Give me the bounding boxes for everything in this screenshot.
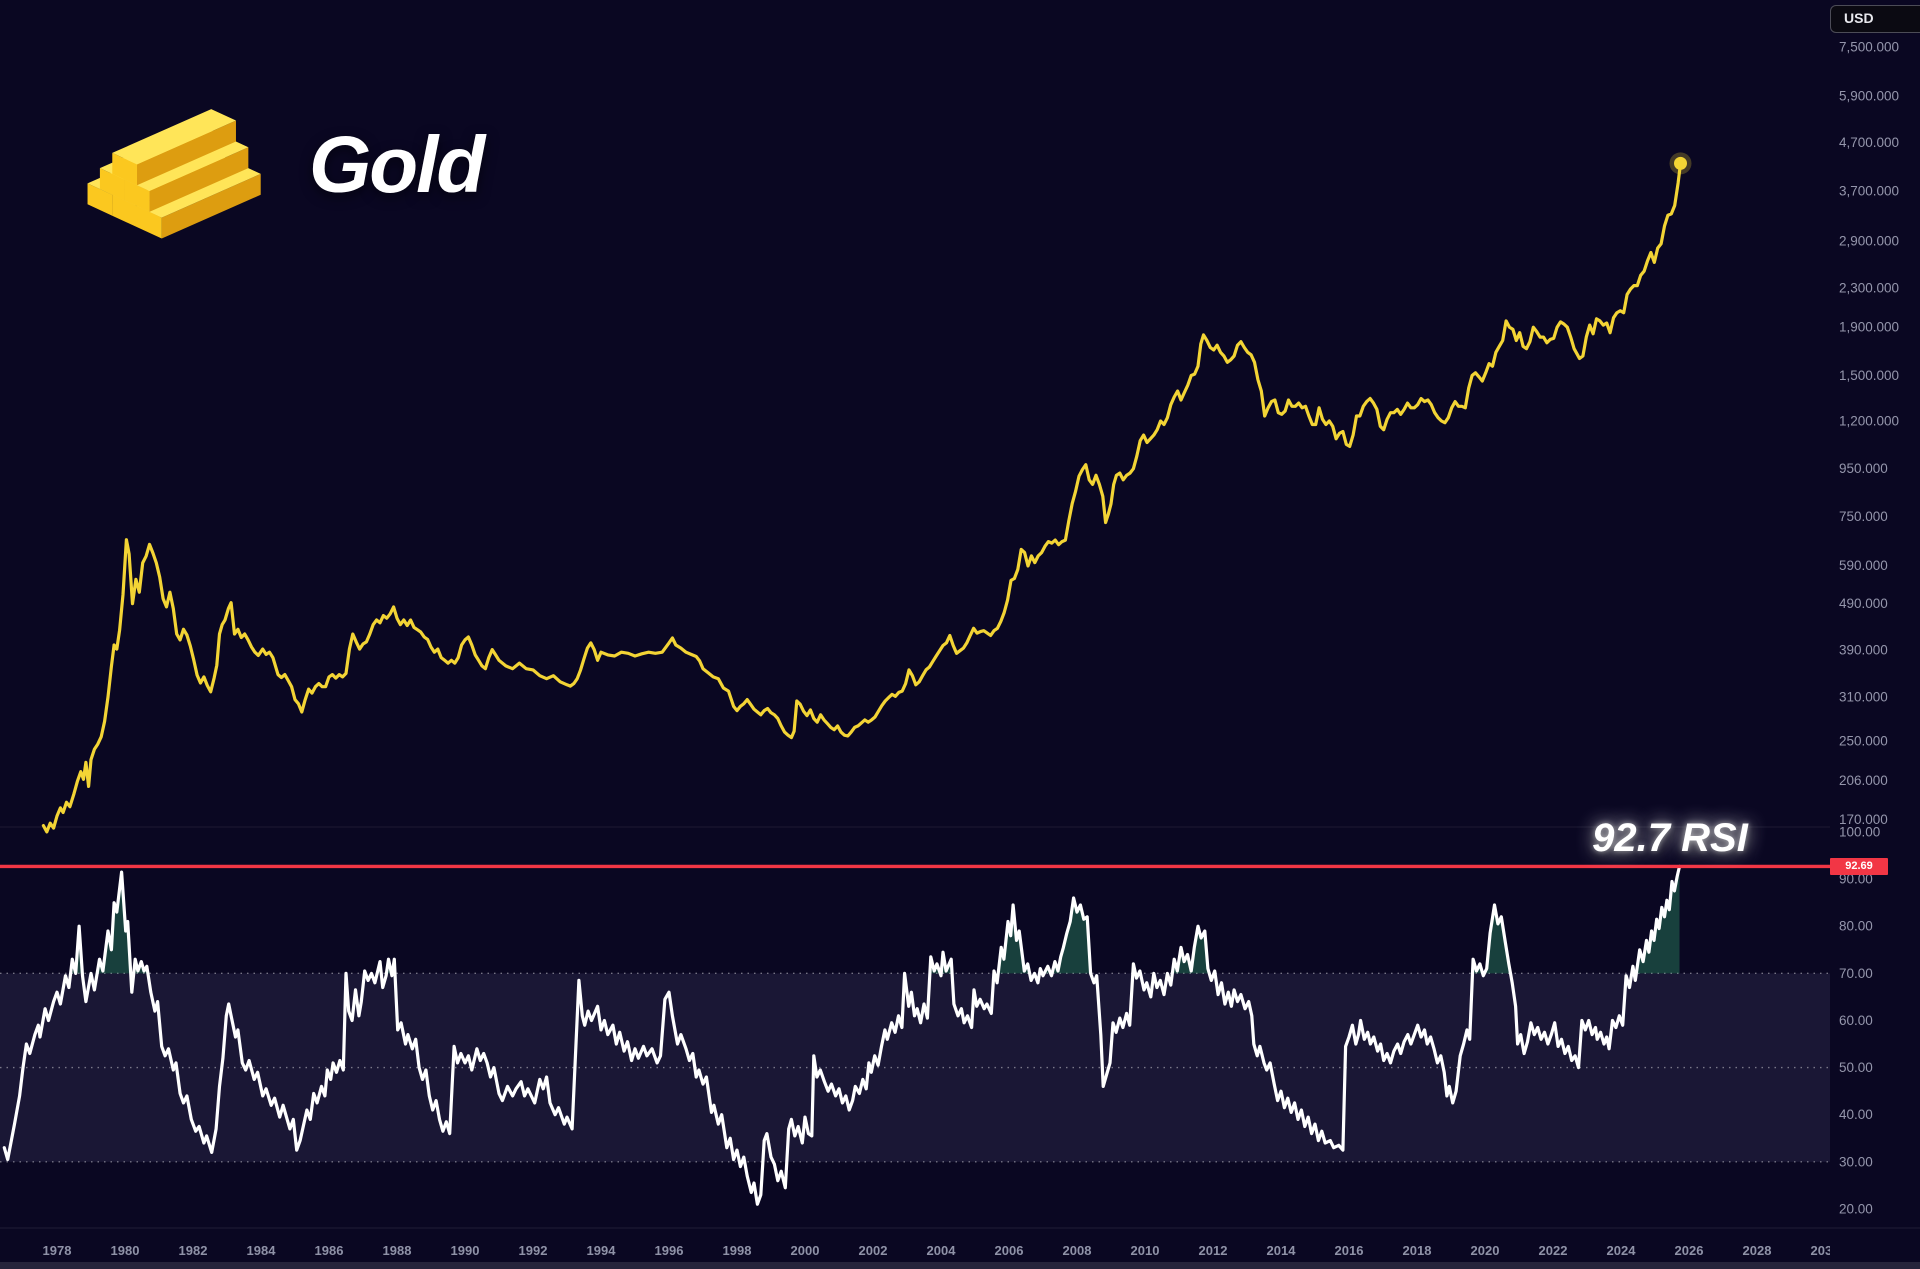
svg-text:1994: 1994 <box>587 1243 617 1258</box>
svg-text:170.000: 170.000 <box>1839 812 1888 827</box>
svg-text:1986: 1986 <box>315 1243 344 1258</box>
svg-text:1,200.000: 1,200.000 <box>1839 413 1899 428</box>
svg-text:90.00: 90.00 <box>1839 872 1873 887</box>
svg-text:1,500.000: 1,500.000 <box>1839 368 1899 383</box>
pane-dividers <box>0 826 1920 1269</box>
svg-text:1984: 1984 <box>247 1243 277 1258</box>
svg-text:2018: 2018 <box>1403 1243 1432 1258</box>
right-price-axis[interactable]: 7,500.000 5,900.000 4,700.000 3,700.000 2,90… <box>1839 40 1899 1217</box>
svg-text:5,900.000: 5,900.000 <box>1839 88 1899 103</box>
svg-text:30.00: 30.00 <box>1839 1154 1873 1169</box>
svg-text:590.000: 590.000 <box>1839 558 1888 573</box>
svg-text:80.00: 80.00 <box>1839 919 1873 934</box>
rsi-value-badge: 92.69 <box>1830 858 1888 875</box>
svg-text:40.00: 40.00 <box>1839 1107 1873 1122</box>
svg-text:2006: 2006 <box>995 1243 1024 1258</box>
rsi-line <box>2 864 1682 1206</box>
svg-text:2012: 2012 <box>1199 1243 1228 1258</box>
svg-text:2026: 2026 <box>1675 1243 1704 1258</box>
svg-text:250.000: 250.000 <box>1839 733 1888 748</box>
svg-text:1988: 1988 <box>383 1243 412 1258</box>
svg-text:1980: 1980 <box>111 1243 140 1258</box>
svg-text:2010: 2010 <box>1131 1243 1160 1258</box>
rsi-neutral-band <box>0 973 1830 1162</box>
svg-text:20.00: 20.00 <box>1839 1201 1873 1216</box>
svg-text:1,900.000: 1,900.000 <box>1839 320 1899 335</box>
svg-text:1978: 1978 <box>43 1243 72 1258</box>
svg-text:2008: 2008 <box>1063 1243 1092 1258</box>
svg-text:70.00: 70.00 <box>1839 966 1873 981</box>
svg-text:2014: 2014 <box>1267 1243 1297 1258</box>
svg-text:3,700.000: 3,700.000 <box>1839 184 1899 199</box>
svg-text:2020: 2020 <box>1471 1243 1500 1258</box>
svg-text:490.000: 490.000 <box>1839 596 1888 611</box>
svg-text:50.00: 50.00 <box>1839 1060 1873 1075</box>
svg-text:1996: 1996 <box>655 1243 684 1258</box>
svg-text:2004: 2004 <box>927 1243 957 1258</box>
svg-text:2000: 2000 <box>791 1243 820 1258</box>
svg-text:1990: 1990 <box>451 1243 480 1258</box>
svg-text:100.00: 100.00 <box>1839 825 1880 840</box>
svg-text:2,900.000: 2,900.000 <box>1839 233 1899 248</box>
currency-unit-button[interactable]: USD <box>1830 5 1920 33</box>
rsi-overbought-fill <box>70 866 1680 974</box>
svg-text:2028: 2028 <box>1743 1243 1772 1258</box>
svg-text:2002: 2002 <box>859 1243 888 1258</box>
gold-price-line <box>41 152 1692 834</box>
svg-text:1982: 1982 <box>179 1243 208 1258</box>
svg-text:4,700.000: 4,700.000 <box>1839 135 1899 150</box>
svg-text:1998: 1998 <box>723 1243 752 1258</box>
svg-text:60.00: 60.00 <box>1839 1013 1873 1028</box>
rsi-annotation-label: 92.7 RSI <box>1592 816 1748 860</box>
svg-text:1992: 1992 <box>519 1243 548 1258</box>
svg-text:206.000: 206.000 <box>1839 773 1888 788</box>
bottom-time-axis[interactable]: 1978 1980 1982 1984 1986 1988 1990 1992 1994 1996… <box>43 1243 1840 1258</box>
svg-text:2024: 2024 <box>1607 1243 1637 1258</box>
svg-text:310.000: 310.000 <box>1839 689 1888 704</box>
svg-text:2016: 2016 <box>1335 1243 1364 1258</box>
svg-text:2022: 2022 <box>1539 1243 1568 1258</box>
svg-text:390.000: 390.000 <box>1839 643 1888 658</box>
svg-text:750.000: 750.000 <box>1839 509 1888 524</box>
svg-text:7,500.000: 7,500.000 <box>1839 40 1899 55</box>
svg-text:2,300.000: 2,300.000 <box>1839 281 1899 296</box>
svg-text:2030: 2030 <box>1811 1243 1840 1258</box>
svg-text:950.000: 950.000 <box>1839 461 1888 476</box>
